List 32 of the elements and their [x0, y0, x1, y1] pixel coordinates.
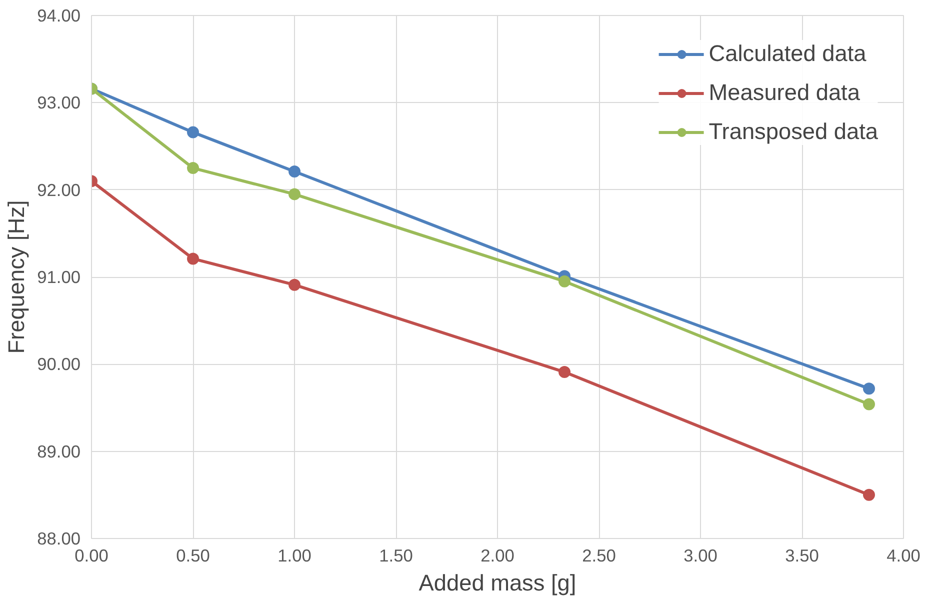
- x-tick-label: 1.50: [379, 546, 413, 566]
- point: [187, 126, 199, 138]
- x-tick-label: 4.00: [886, 546, 920, 566]
- point: [288, 166, 300, 178]
- x-tick-label: 3.50: [785, 546, 819, 566]
- legend-label: Calculated data: [708, 40, 866, 67]
- legend-label: Measured data: [708, 79, 860, 106]
- x-tick-label: 0.50: [176, 546, 210, 566]
- x-tick-label: 2.50: [582, 546, 616, 566]
- x-tick-label: 3.00: [684, 546, 718, 566]
- legend-label: Transposed data: [708, 118, 878, 145]
- point: [187, 252, 199, 265]
- y-tick-label: 89.00: [37, 441, 81, 462]
- point: [862, 398, 875, 410]
- y-tick-label: 90.00: [37, 354, 81, 374]
- point: [558, 275, 570, 288]
- point: [558, 366, 570, 378]
- y-axis-title: Frequency [Hz]: [3, 200, 30, 354]
- x-axis-title: Added mass [g]: [418, 570, 576, 596]
- x-tick-label: 1.00: [278, 546, 312, 566]
- point: [862, 488, 875, 501]
- point: [288, 278, 300, 291]
- point: [862, 382, 875, 395]
- y-tick-label: 92.00: [37, 180, 81, 200]
- y-tick-label: 88.00: [37, 528, 81, 548]
- x-tick-label: 0.00: [74, 546, 108, 566]
- x-tick-label: 2.00: [480, 546, 514, 566]
- y-tick-label: 91.00: [37, 267, 81, 287]
- point: [187, 162, 199, 174]
- point: [288, 188, 300, 200]
- y-tick-label: 94.00: [37, 6, 81, 26]
- y-tick-label: 93.00: [37, 92, 81, 113]
